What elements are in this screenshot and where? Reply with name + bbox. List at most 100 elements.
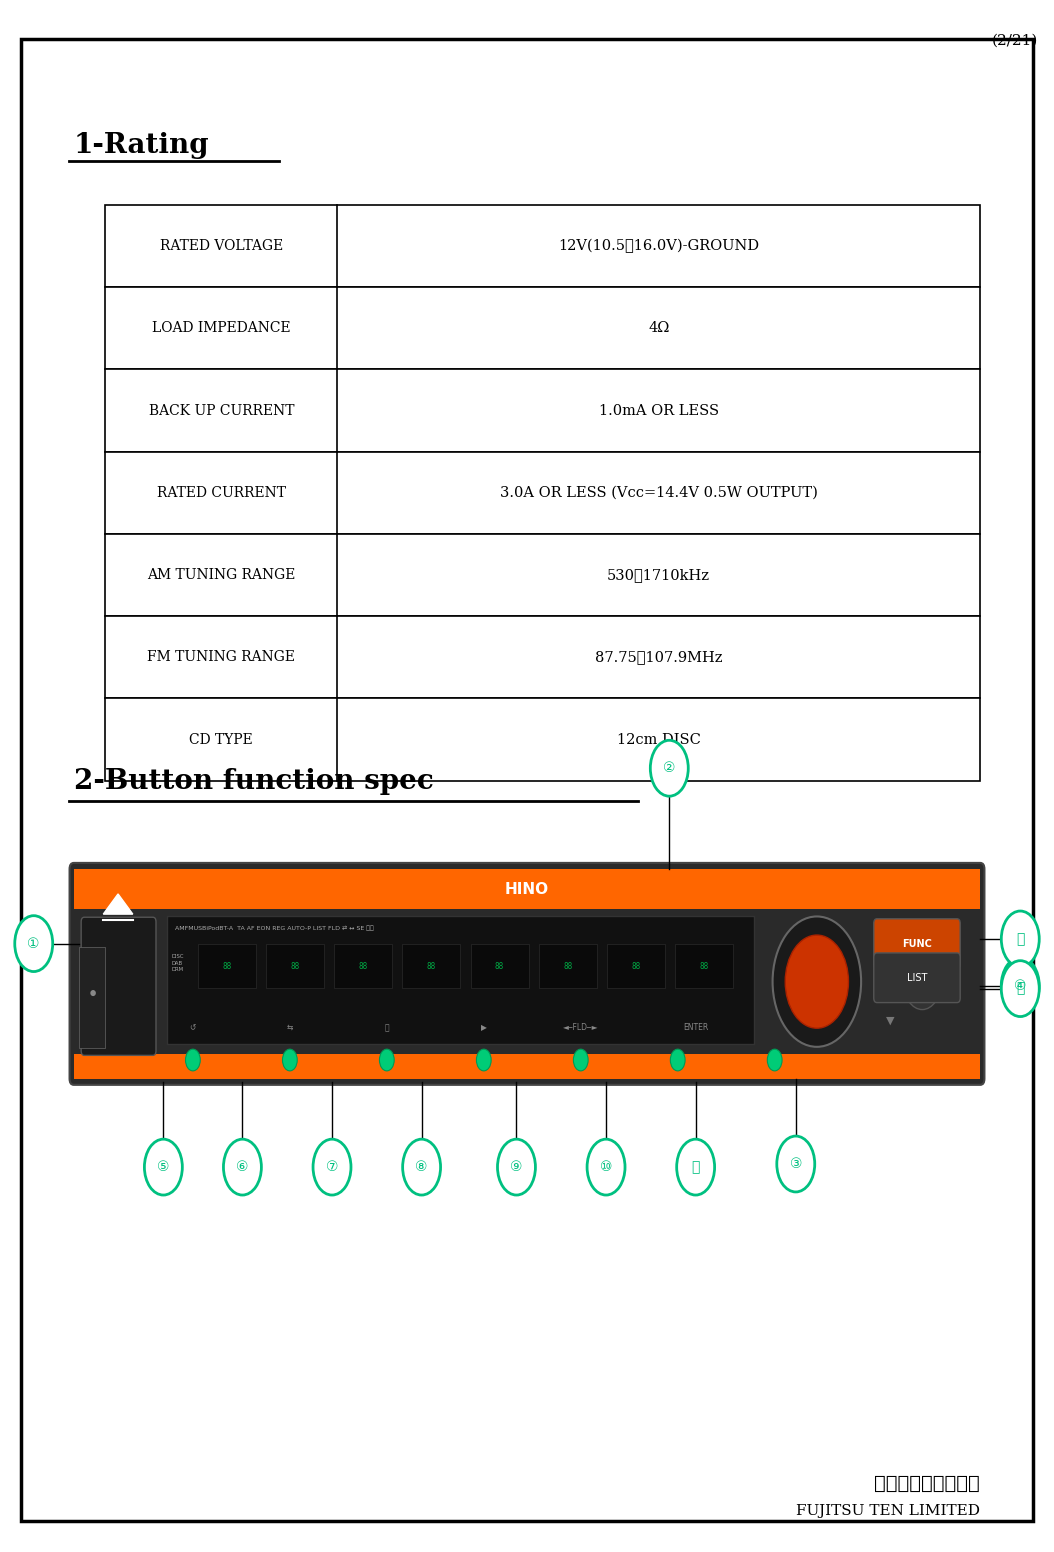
Text: ⑫: ⑫ xyxy=(1016,931,1024,947)
Circle shape xyxy=(587,1139,625,1195)
Text: 88: 88 xyxy=(222,962,232,970)
Text: 88: 88 xyxy=(495,962,504,970)
Text: HINO: HINO xyxy=(505,882,549,897)
Bar xyxy=(607,944,665,987)
FancyBboxPatch shape xyxy=(874,953,960,1003)
Text: 1-Rating: 1-Rating xyxy=(74,132,210,158)
Text: FUJITSU TEN LIMITED: FUJITSU TEN LIMITED xyxy=(796,1504,980,1518)
Bar xyxy=(105,452,980,534)
Text: 87.75～107.9MHz: 87.75～107.9MHz xyxy=(596,650,722,664)
Circle shape xyxy=(1001,961,1039,1017)
Circle shape xyxy=(1001,958,1039,1013)
Circle shape xyxy=(903,953,941,1010)
Text: ↺: ↺ xyxy=(190,1023,196,1032)
Text: ▲: ▲ xyxy=(886,937,895,948)
Bar xyxy=(105,534,980,616)
Circle shape xyxy=(223,1139,261,1195)
FancyBboxPatch shape xyxy=(70,863,984,1085)
Text: 4Ω: 4Ω xyxy=(648,321,669,335)
Text: ⑦: ⑦ xyxy=(326,1159,338,1175)
Text: AMFMUSBiPodBT-A  TA AF EON REG AUTO-P LIST FLD ⇄ ↔ SE 🎵📱: AMFMUSBiPodBT-A TA AF EON REG AUTO-P LIS… xyxy=(175,925,374,931)
Bar xyxy=(267,944,325,987)
Text: ⑤: ⑤ xyxy=(157,1159,170,1175)
Text: (2/21): (2/21) xyxy=(992,34,1038,48)
Bar xyxy=(675,944,733,987)
Bar xyxy=(198,944,256,987)
Text: 88: 88 xyxy=(291,962,299,970)
Bar xyxy=(470,944,528,987)
Text: 88: 88 xyxy=(427,962,436,970)
Circle shape xyxy=(670,1049,685,1071)
Bar xyxy=(105,205,980,287)
Text: 88: 88 xyxy=(358,962,368,970)
Bar xyxy=(79,947,105,1048)
Text: 12V(10.5～16.0V)-GROUND: 12V(10.5～16.0V)-GROUND xyxy=(559,239,759,253)
Text: 富士通テン株式会社: 富士通テン株式会社 xyxy=(875,1474,980,1493)
Circle shape xyxy=(476,1049,491,1071)
Bar xyxy=(105,616,980,698)
Bar xyxy=(167,916,754,1044)
Text: CD TYPE: CD TYPE xyxy=(190,733,253,747)
Circle shape xyxy=(785,934,848,1027)
Circle shape xyxy=(144,1139,182,1195)
Circle shape xyxy=(573,1049,588,1071)
Circle shape xyxy=(777,1136,815,1192)
Text: ▼: ▼ xyxy=(886,1015,895,1026)
Text: 1.0mA OR LESS: 1.0mA OR LESS xyxy=(599,404,719,417)
Text: ⑨: ⑨ xyxy=(510,1159,523,1175)
Circle shape xyxy=(677,1139,715,1195)
Circle shape xyxy=(773,916,861,1046)
Text: RATED CURRENT: RATED CURRENT xyxy=(157,486,286,500)
Text: 88: 88 xyxy=(631,962,641,970)
Text: ⑥: ⑥ xyxy=(236,1159,249,1175)
Bar xyxy=(539,944,597,987)
Text: 12cm DISC: 12cm DISC xyxy=(617,733,701,747)
Circle shape xyxy=(282,1049,297,1071)
Text: ②: ② xyxy=(663,760,676,776)
Text: ⑧: ⑧ xyxy=(415,1159,428,1175)
Bar xyxy=(74,869,980,909)
Circle shape xyxy=(403,1139,441,1195)
Text: ◄─FLD─►: ◄─FLD─► xyxy=(563,1023,599,1032)
Bar xyxy=(105,287,980,369)
Text: ⬤: ⬤ xyxy=(90,990,96,996)
Bar xyxy=(403,944,461,987)
FancyBboxPatch shape xyxy=(874,919,960,968)
Circle shape xyxy=(15,916,53,972)
Text: MODE: MODE xyxy=(805,920,828,930)
Circle shape xyxy=(186,1049,200,1071)
Text: ▶: ▶ xyxy=(481,1023,487,1032)
Bar xyxy=(105,698,980,781)
Text: RATED VOLTAGE: RATED VOLTAGE xyxy=(160,239,282,253)
Bar xyxy=(105,369,980,452)
Text: 88: 88 xyxy=(563,962,572,970)
Circle shape xyxy=(497,1139,535,1195)
Text: LIST: LIST xyxy=(906,973,928,982)
Text: ⑪: ⑪ xyxy=(691,1159,700,1175)
Circle shape xyxy=(767,1049,782,1071)
Text: ENTER: ENTER xyxy=(683,1023,708,1032)
Text: DISC
DAB
DRM: DISC DAB DRM xyxy=(172,954,184,972)
Circle shape xyxy=(379,1049,394,1071)
Text: AM TUNING RANGE: AM TUNING RANGE xyxy=(148,568,295,582)
Text: ⏸: ⏸ xyxy=(385,1023,389,1032)
Circle shape xyxy=(650,740,688,796)
Text: LOAD IMPEDANCE: LOAD IMPEDANCE xyxy=(152,321,291,335)
FancyBboxPatch shape xyxy=(81,917,156,1055)
Text: ①: ① xyxy=(27,936,40,951)
Text: FUNC: FUNC xyxy=(902,939,932,948)
Circle shape xyxy=(1001,911,1039,967)
Text: 3.0A OR LESS (Vcc=14.4V 0.5W OUTPUT): 3.0A OR LESS (Vcc=14.4V 0.5W OUTPUT) xyxy=(500,486,818,500)
Text: ⑬: ⑬ xyxy=(1016,981,1024,996)
Text: 530～1710kHz: 530～1710kHz xyxy=(607,568,710,582)
Bar xyxy=(334,944,392,987)
Text: 2-Button function spec: 2-Button function spec xyxy=(74,768,433,795)
Bar xyxy=(74,1054,980,1079)
Text: FM TUNING RANGE: FM TUNING RANGE xyxy=(148,650,295,664)
Text: 88: 88 xyxy=(699,962,708,970)
Circle shape xyxy=(313,1139,351,1195)
Text: ③: ③ xyxy=(789,1156,802,1172)
Text: ④: ④ xyxy=(1014,978,1027,993)
Text: BACK UP CURRENT: BACK UP CURRENT xyxy=(149,404,294,417)
Text: ⇆: ⇆ xyxy=(287,1023,293,1032)
